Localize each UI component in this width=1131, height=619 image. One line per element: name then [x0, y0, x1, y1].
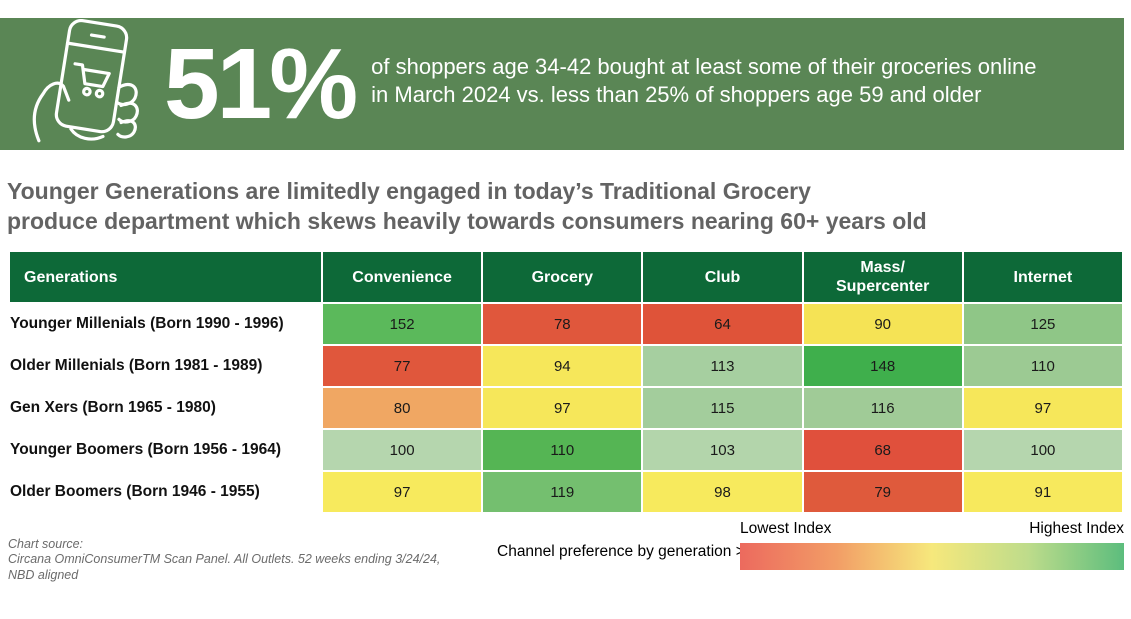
stat-number: 51% [164, 28, 358, 140]
row-label: Younger Millenials (Born 1990 - 1996) [10, 304, 321, 344]
legend-caption: Channel preference by generation > [497, 543, 745, 560]
heatmap-cell: 97 [323, 472, 482, 512]
heatmap-cell: 115 [643, 388, 802, 428]
heatmap-cell: 77 [323, 346, 482, 386]
column-header-mass-supercenter: Mass/ Supercenter [803, 252, 962, 302]
heatmap-cell: 90 [803, 304, 962, 344]
heatmap-cell: 98 [643, 472, 802, 512]
channel-preference-table: Generations Convenience Grocery Club Mas… [8, 250, 1124, 514]
table-row: Younger Millenials (Born 1990 - 1996) 15… [10, 304, 1122, 344]
table-row: Older Millenials (Born 1981 - 1989) 77 9… [10, 346, 1122, 386]
index-gradient-bar [740, 543, 1124, 570]
heatmap-cell: 91 [963, 472, 1122, 512]
heatmap-cell: 110 [963, 346, 1122, 386]
table-row: Older Boomers (Born 1946 - 1955) 97 119 … [10, 472, 1122, 512]
heatmap-cell: 94 [483, 346, 642, 386]
heatmap-cell: 80 [323, 388, 482, 428]
heatmap-cell: 113 [643, 346, 802, 386]
heatmap-cell: 97 [963, 388, 1122, 428]
row-label: Younger Boomers (Born 1956 - 1964) [10, 430, 321, 470]
hand-holding-phone-icon [14, 18, 162, 150]
heatmap-cell: 119 [483, 472, 642, 512]
table-row: Younger Boomers (Born 1956 - 1964) 100 1… [10, 430, 1122, 470]
table-row: Gen Xers (Born 1965 - 1980) 80 97 115 11… [10, 388, 1122, 428]
heatmap-cell: 64 [643, 304, 802, 344]
heatmap-cell: 152 [323, 304, 482, 344]
column-header-convenience: Convenience [323, 252, 482, 302]
legend-low-label: Lowest Index [740, 520, 832, 537]
legend-labels: Lowest Index Highest Index [740, 520, 1124, 538]
footer: Chart source: Circana OmniConsumerTM Sca… [0, 514, 1131, 601]
heatmap-cell: 100 [963, 430, 1122, 470]
heatmap-cell: 148 [803, 346, 962, 386]
heatmap-cell: 68 [803, 430, 962, 470]
column-header-grocery: Grocery [483, 252, 642, 302]
heatmap-cell: 116 [803, 388, 962, 428]
heatmap-cell: 97 [483, 388, 642, 428]
heatmap-cell: 103 [643, 430, 802, 470]
page-title: Younger Generations are limitedly engage… [7, 178, 927, 234]
heatmap-cell: 110 [483, 430, 642, 470]
header-row: Generations Convenience Grocery Club Mas… [10, 252, 1122, 302]
row-label: Older Millenials (Born 1981 - 1989) [10, 346, 321, 386]
column-header-generations: Generations [10, 252, 321, 302]
stat-banner: 51% of shoppers age 34-42 bought at leas… [0, 18, 1124, 150]
column-header-club: Club [643, 252, 802, 302]
heatmap-cell: 79 [803, 472, 962, 512]
stat-description: of shoppers age 34-42 bought at least so… [371, 54, 1037, 107]
source-note: Chart source: Circana OmniConsumerTM Sca… [8, 536, 441, 582]
heatmap-cell: 125 [963, 304, 1122, 344]
heatmap-cell: 100 [323, 430, 482, 470]
row-label: Gen Xers (Born 1965 - 1980) [10, 388, 321, 428]
row-label: Older Boomers (Born 1946 - 1955) [10, 472, 321, 512]
legend-high-label: Highest Index [1029, 520, 1124, 537]
heatmap-cell: 78 [483, 304, 642, 344]
column-header-internet: Internet [963, 252, 1122, 302]
